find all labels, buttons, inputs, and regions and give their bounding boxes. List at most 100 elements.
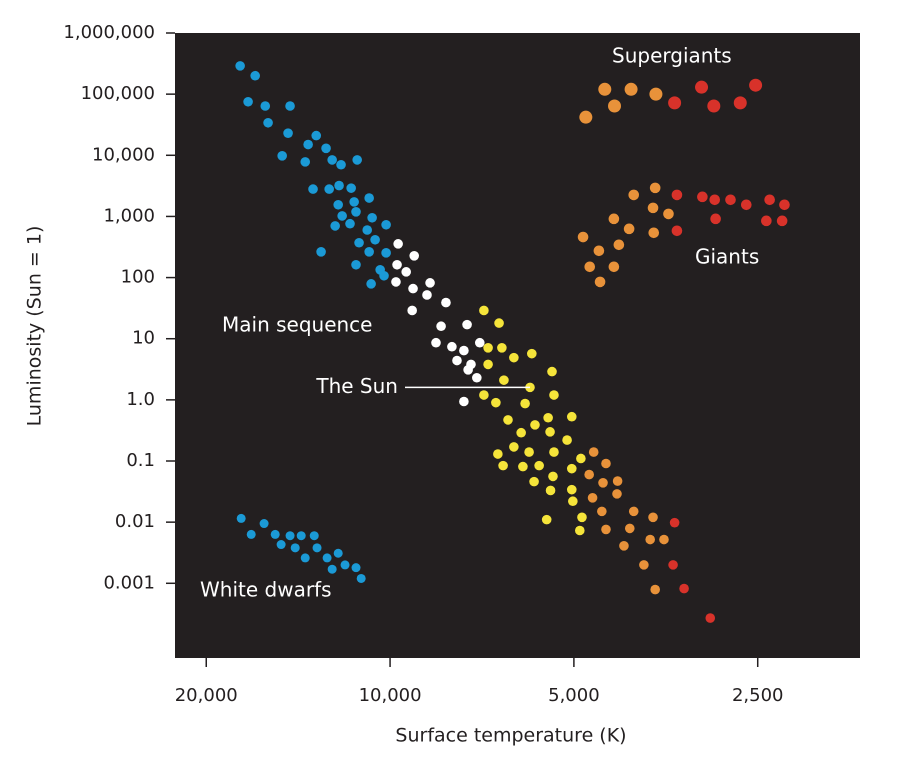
star-point — [407, 305, 417, 316]
star-point — [463, 365, 473, 375]
star-point — [309, 531, 319, 541]
star-point — [543, 412, 553, 423]
star-point — [749, 78, 763, 92]
x-tick-label: 5,000 — [548, 685, 600, 706]
star-point — [401, 267, 411, 277]
star-point — [285, 101, 295, 111]
star-point — [349, 197, 359, 207]
star-point — [366, 279, 376, 289]
star-point — [345, 218, 355, 229]
star-point — [764, 194, 775, 206]
x-tick-label: 10,000 — [359, 685, 422, 706]
star-point — [733, 96, 747, 110]
star-point — [356, 573, 366, 583]
star-point — [333, 548, 343, 558]
star-point — [441, 297, 451, 308]
star-point — [479, 305, 489, 316]
star-point — [548, 471, 558, 482]
star-point — [327, 564, 337, 574]
star-point — [623, 223, 635, 235]
star-point — [459, 396, 469, 407]
star-point — [624, 523, 635, 534]
star-point — [619, 541, 629, 551]
star-point — [447, 341, 457, 352]
star-point — [246, 529, 256, 539]
star-point — [392, 259, 402, 270]
star-point — [679, 583, 689, 594]
star-point — [351, 207, 361, 217]
x-tick-label: 20,000 — [175, 685, 238, 706]
star-point — [725, 194, 736, 206]
star-point — [379, 270, 389, 281]
star-point — [408, 283, 418, 294]
star-point — [566, 484, 577, 495]
star-point — [236, 513, 246, 523]
star-point — [671, 225, 683, 237]
star-point — [612, 489, 622, 499]
star-point — [503, 415, 513, 425]
star-point — [624, 82, 638, 96]
star-point — [340, 560, 350, 570]
star-point — [587, 493, 598, 503]
star-point — [598, 478, 608, 488]
star-point — [705, 613, 716, 623]
star-point — [235, 61, 245, 71]
y-tick-label: 100 — [121, 267, 155, 288]
star-point — [520, 398, 530, 409]
y-tick-label: 10,000 — [92, 144, 155, 165]
star-point — [648, 512, 658, 523]
star-point — [671, 189, 683, 201]
star-point — [497, 343, 507, 353]
star-point — [574, 525, 585, 536]
star-point — [612, 476, 623, 486]
star-point — [362, 225, 373, 235]
star-point — [351, 563, 361, 573]
annotation-label: The Sun — [315, 374, 398, 398]
star-point — [354, 237, 364, 248]
star-point — [270, 529, 280, 539]
star-point — [647, 202, 659, 214]
star-point — [593, 245, 605, 257]
star-point — [562, 435, 572, 445]
star-point — [545, 427, 555, 437]
star-point — [425, 278, 435, 288]
star-point — [409, 251, 420, 261]
star-point — [779, 199, 790, 211]
star-point — [577, 231, 589, 243]
y-tick-label: 0.1 — [126, 450, 155, 471]
star-point — [364, 193, 374, 203]
star-point — [352, 155, 362, 165]
y-tick-label: 100,000 — [81, 83, 155, 104]
star-point — [493, 449, 503, 459]
star-point — [330, 221, 340, 231]
star-point — [628, 189, 640, 201]
star-point — [459, 345, 469, 356]
star-point — [300, 553, 310, 563]
star-point — [649, 182, 661, 194]
star-point — [393, 239, 403, 249]
star-point — [303, 139, 313, 150]
star-point — [285, 531, 295, 541]
star-point — [308, 184, 318, 194]
x-tick-label: 2,500 — [732, 685, 784, 706]
star-point — [669, 517, 680, 528]
star-point — [649, 87, 663, 101]
star-point — [659, 534, 669, 545]
star-point — [645, 534, 655, 545]
star-point — [530, 420, 540, 430]
star-point — [516, 427, 526, 438]
star-point — [483, 359, 493, 370]
star-point — [259, 519, 269, 529]
star-point — [566, 411, 577, 422]
star-point — [547, 366, 557, 377]
star-point — [594, 276, 606, 288]
star-point — [494, 318, 504, 328]
star-point — [668, 96, 682, 110]
star-point — [568, 496, 578, 507]
star-point — [381, 248, 391, 258]
star-point — [491, 397, 501, 408]
star-point — [709, 194, 721, 206]
star-point — [534, 460, 544, 471]
star-point — [334, 180, 344, 191]
group-label: Supergiants — [612, 44, 732, 68]
